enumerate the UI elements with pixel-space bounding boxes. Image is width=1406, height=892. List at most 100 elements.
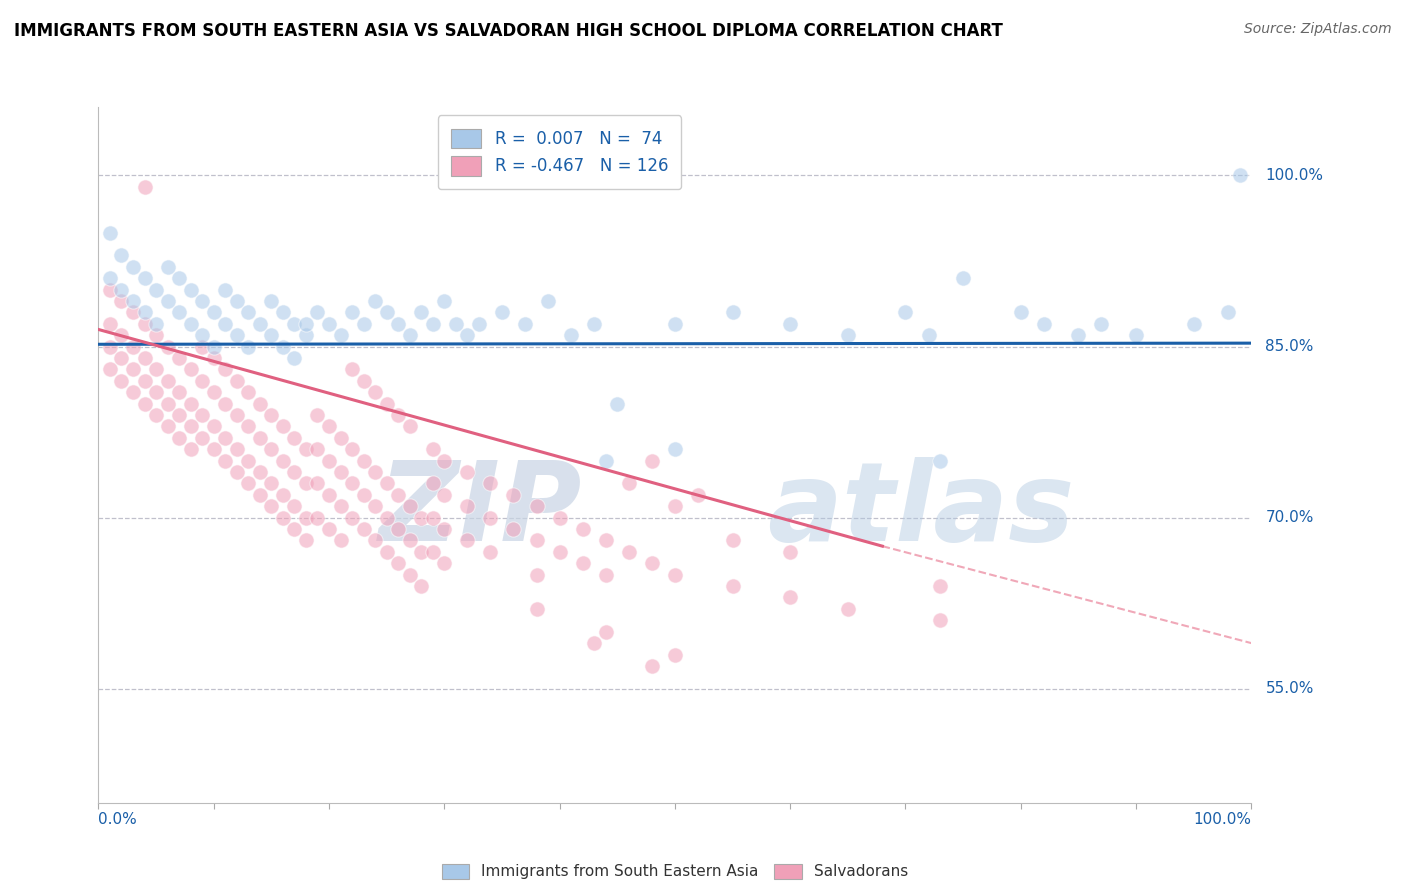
Point	[156, 340, 179, 354]
Point	[422, 545, 444, 559]
Point	[411, 305, 433, 319]
Text: atlas: atlas	[768, 457, 1074, 564]
Point	[1032, 317, 1054, 331]
Point	[307, 305, 329, 319]
Point	[340, 510, 363, 524]
Point	[422, 476, 444, 491]
Point	[110, 283, 132, 297]
Point	[1125, 328, 1147, 343]
Point	[433, 522, 456, 536]
Point	[1182, 317, 1205, 331]
Point	[191, 340, 214, 354]
Point	[595, 453, 617, 467]
Point	[202, 305, 225, 319]
Point	[1090, 317, 1112, 331]
Point	[952, 271, 974, 285]
Point	[353, 522, 375, 536]
Point	[156, 260, 179, 274]
Point	[1010, 305, 1032, 319]
Point	[122, 260, 145, 274]
Point	[295, 476, 318, 491]
Point	[318, 488, 340, 502]
Point	[364, 533, 387, 548]
Point	[340, 362, 363, 376]
Point	[225, 465, 247, 479]
Point	[202, 351, 225, 365]
Point	[318, 522, 340, 536]
Text: 100.0%: 100.0%	[1194, 812, 1251, 827]
Point	[375, 305, 398, 319]
Point	[225, 442, 247, 457]
Point	[260, 500, 283, 514]
Point	[225, 374, 247, 388]
Point	[98, 226, 121, 240]
Point	[571, 556, 593, 570]
Point	[526, 533, 548, 548]
Point	[295, 442, 318, 457]
Point	[238, 305, 260, 319]
Point	[513, 317, 536, 331]
Point	[617, 476, 640, 491]
Point	[571, 522, 593, 536]
Point	[110, 293, 132, 308]
Point	[664, 648, 686, 662]
Point	[779, 317, 801, 331]
Point	[98, 283, 121, 297]
Point	[929, 579, 952, 593]
Point	[664, 500, 686, 514]
Point	[191, 328, 214, 343]
Point	[479, 476, 502, 491]
Text: 0.0%: 0.0%	[98, 812, 138, 827]
Point	[307, 408, 329, 422]
Point	[238, 419, 260, 434]
Point	[364, 385, 387, 400]
Point	[98, 362, 121, 376]
Point	[583, 317, 606, 331]
Point	[433, 293, 456, 308]
Point	[249, 465, 271, 479]
Point	[156, 396, 179, 410]
Point	[664, 442, 686, 457]
Point	[779, 545, 801, 559]
Point	[202, 340, 225, 354]
Text: Source: ZipAtlas.com: Source: ZipAtlas.com	[1244, 22, 1392, 37]
Point	[145, 362, 167, 376]
Point	[917, 328, 939, 343]
Point	[595, 624, 617, 639]
Point	[134, 180, 156, 194]
Point	[283, 431, 305, 445]
Point	[353, 374, 375, 388]
Point	[1218, 305, 1240, 319]
Point	[167, 408, 190, 422]
Point	[283, 522, 305, 536]
Point	[444, 317, 467, 331]
Point	[353, 453, 375, 467]
Point	[375, 545, 398, 559]
Point	[145, 283, 167, 297]
Point	[617, 545, 640, 559]
Point	[122, 340, 145, 354]
Point	[929, 453, 952, 467]
Point	[134, 351, 156, 365]
Point	[249, 488, 271, 502]
Point	[145, 328, 167, 343]
Point	[238, 453, 260, 467]
Point	[422, 510, 444, 524]
Point	[1067, 328, 1090, 343]
Point	[837, 328, 859, 343]
Point	[214, 317, 236, 331]
Point	[606, 396, 628, 410]
Point	[433, 453, 456, 467]
Point	[548, 545, 571, 559]
Point	[353, 317, 375, 331]
Point	[664, 567, 686, 582]
Point	[398, 328, 420, 343]
Point	[191, 408, 214, 422]
Point	[283, 351, 305, 365]
Point	[329, 328, 352, 343]
Point	[134, 374, 156, 388]
Point	[238, 476, 260, 491]
Text: 85.0%: 85.0%	[1265, 339, 1313, 354]
Point	[364, 293, 387, 308]
Point	[180, 396, 202, 410]
